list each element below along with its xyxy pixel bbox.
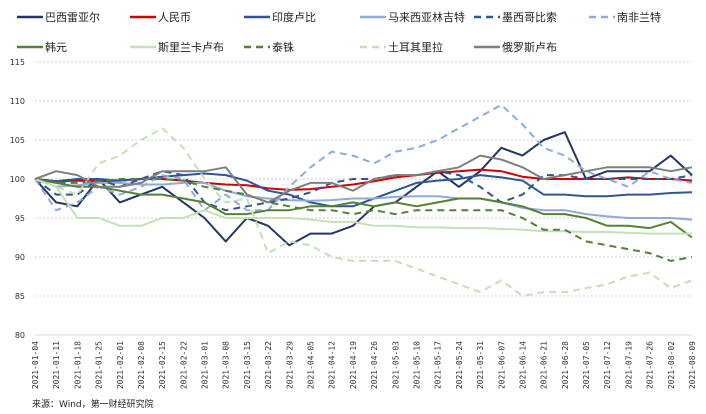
legend-swatch [360,45,386,49]
x-tick-label: 2021-01-25 [95,341,104,389]
legend-label: 巴西雷亚尔 [45,11,100,24]
x-tick-label: 2021-03-22 [264,341,273,389]
x-tick-label: 2021-01-18 [73,341,82,389]
y-tick-label: 85 [15,292,25,301]
legend-swatch [17,45,43,49]
legend-item: 人民币 [130,10,191,24]
legend-label: 泰铢 [272,41,294,54]
x-tick-label: 2021-04-26 [370,341,379,389]
legend-label: 马来西亚林吉特 [388,11,465,24]
y-tick-label: 110 [10,97,25,106]
y-tick-label: 80 [15,331,25,340]
legend-swatch [474,45,500,49]
x-tick-label: 2021-07-19 [624,341,633,389]
legend-item: 俄罗斯卢布 [474,40,557,54]
series-line-4 [34,170,693,212]
x-tick-label: 2021-07-12 [603,341,612,389]
legend-item: 泰铢 [244,40,294,54]
x-tick-label: 2021-06-07 [497,341,506,389]
x-tick-label: 2021-03-15 [243,341,252,389]
y-tick-label: 95 [15,214,25,223]
series-line-8 [34,178,693,262]
x-tick-label: 2021-03-08 [222,341,231,389]
legend-swatch [17,15,43,19]
x-tick-label: 2021-02-08 [137,341,146,389]
x-tick-label: 2021-02-01 [116,341,125,389]
x-tick-label: 2021-05-03 [391,341,400,389]
source-note: 来源：Wind，第一财经研究院 [32,400,154,410]
y-tick-label: 105 [10,136,25,145]
legend-item: 马来西亚林吉特 [360,10,465,24]
legend-label: 斯里兰卡卢布 [158,41,224,54]
series-line-10 [34,154,693,204]
legend-swatch [244,45,270,49]
x-tick-label: 2021-03-01 [201,341,210,389]
legend-swatch [589,15,615,19]
x-tick-label: 2021-05-24 [455,341,464,389]
legend-swatch [360,15,386,19]
x-tick-label: 2021-04-12 [328,341,337,389]
y-tick-label: 115 [10,58,25,67]
legend-label: 南非兰特 [617,11,661,24]
x-tick-label: 2021-01-11 [52,341,61,389]
x-tick-label: 2021-03-29 [285,341,294,389]
y-tick-label: 100 [10,175,25,184]
x-tick-label: 2021-02-15 [158,341,167,389]
x-tick-label: 2021-08-02 [667,341,676,389]
legend-label: 土耳其里拉 [388,41,443,54]
legend-label: 韩元 [45,41,67,54]
series-line-5 [34,103,693,212]
legend-label: 俄罗斯卢布 [502,41,557,54]
legend-label: 印度卢比 [272,11,316,24]
legend-label: 墨西哥比索 [502,11,557,24]
series-line-7 [34,178,692,235]
x-tick-label: 2021-05-31 [476,341,485,389]
series-line-6 [34,178,693,239]
legend-swatch [130,45,156,49]
legend-item: 印度卢比 [244,10,316,24]
series-line-9 [34,127,693,297]
x-tick-label: 2021-02-22 [179,341,188,389]
legend-item: 斯里兰卡卢布 [130,40,224,54]
x-tick-label: 2021-08-09 [688,341,697,389]
x-tick-label: 2021-05-10 [412,341,421,389]
x-tick-label: 2021-04-19 [349,341,358,389]
legend-item: 巴西雷亚尔 [17,10,100,24]
legend-swatch [474,15,500,19]
x-tick-label: 2021-04-05 [307,341,316,389]
x-tick-label: 2021-05-17 [434,341,443,389]
x-tick-label: 2021-06-21 [540,341,549,389]
legend-item: 墨西哥比索 [474,10,557,24]
legend-swatch [130,15,156,19]
x-tick-label: 2021-06-14 [518,341,527,389]
legend-label: 人民币 [158,11,191,24]
x-tick-label: 2021-06-28 [561,341,570,389]
legend-item: 韩元 [17,40,67,54]
x-tick-label: 2021-07-05 [582,341,591,389]
legend-item: 土耳其里拉 [360,40,443,54]
legend-swatch [244,15,270,19]
x-tick-label: 2021-01-04 [31,341,40,389]
y-tick-label: 90 [15,253,25,262]
legend-item: 南非兰特 [589,10,661,24]
x-tick-label: 2021-07-26 [646,341,655,389]
